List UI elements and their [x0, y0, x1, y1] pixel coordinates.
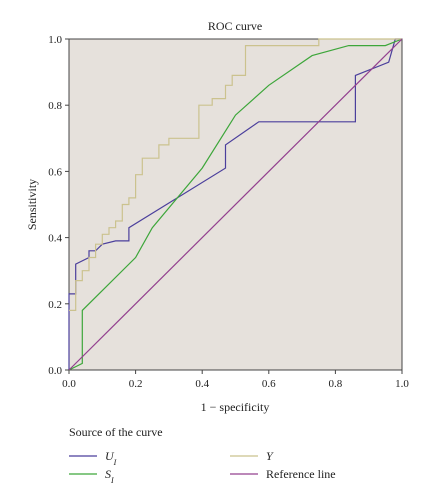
chart-title: ROC curve — [208, 19, 262, 33]
y-tick-label: 0.8 — [48, 100, 62, 112]
y-axis-label: Sensitivity — [25, 179, 39, 230]
series-line-1 — [68, 38, 403, 371]
legend-label: UI — [105, 449, 117, 467]
x-tick-label: 0.8 — [329, 378, 343, 390]
y-tick-label: 0.6 — [48, 166, 62, 178]
x-tick-label: 0.0 — [62, 378, 76, 390]
legend-item: Reference line — [230, 467, 336, 481]
series-line-3 — [68, 38, 403, 371]
series-line-0 — [68, 38, 402, 370]
legend-title: Source of the curve — [69, 425, 163, 439]
series-line-2 — [69, 38, 402, 311]
x-tick-label: 0.6 — [262, 378, 276, 390]
legend-item: Y — [230, 449, 274, 463]
y-tick-label: 1.0 — [48, 34, 62, 46]
x-tick-label: 1.0 — [395, 378, 409, 390]
y-tick-label: 0.4 — [48, 233, 62, 245]
y-axis-ticks: 0.0 0.2 0.4 0.6 0.8 1.0 — [48, 34, 69, 377]
series-layer — [68, 38, 403, 371]
legend-label: SI — [105, 467, 114, 485]
x-axis-ticks: 0.0 0.2 0.4 0.6 0.8 1.0 — [62, 370, 409, 390]
legend-item: UI — [69, 449, 117, 467]
x-tick-label: 0.4 — [195, 378, 209, 390]
legend-item: SI — [69, 467, 114, 485]
x-axis-label: 1 − specificity — [201, 400, 270, 414]
y-tick-label: 0.0 — [48, 365, 62, 377]
legend-label: Y — [266, 449, 274, 463]
legend-label: Reference line — [266, 467, 336, 481]
y-tick-label: 0.2 — [48, 299, 62, 311]
x-tick-label: 0.2 — [129, 378, 143, 390]
